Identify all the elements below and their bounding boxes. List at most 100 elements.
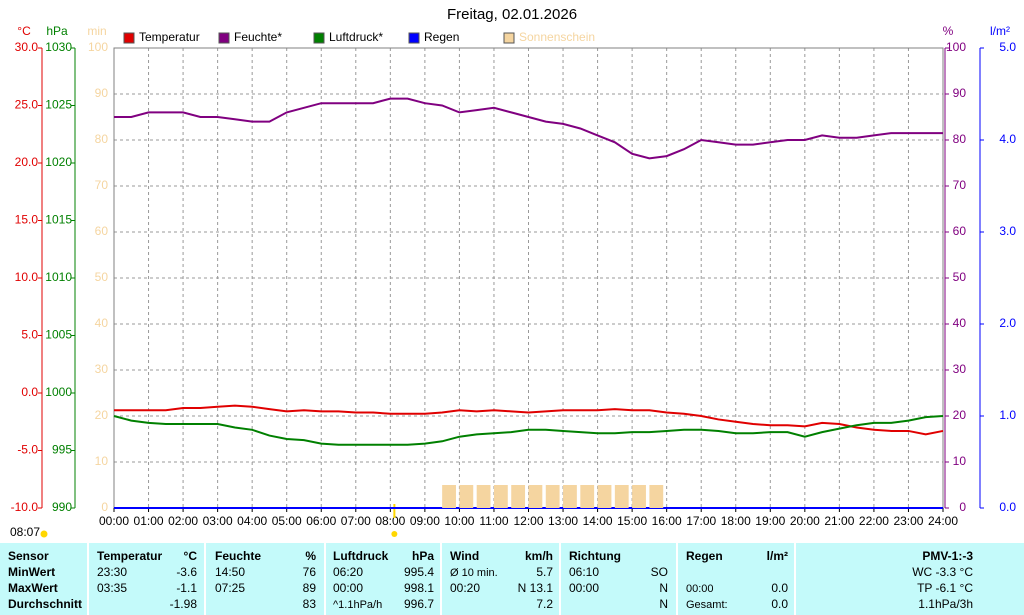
y-tick-label: 30.0 bbox=[15, 40, 39, 54]
sunshine-bar bbox=[649, 485, 664, 508]
y-tick-label: 0.0 bbox=[21, 385, 38, 399]
y-tick-label: 1025 bbox=[45, 98, 72, 112]
y-tick-label: 90 bbox=[953, 86, 967, 100]
x-tick-label: 04:00 bbox=[237, 514, 267, 528]
x-tick-label: 09:00 bbox=[410, 514, 440, 528]
table-cell: N 13.1 bbox=[518, 581, 554, 595]
table-cell: WC -3.3 °C bbox=[912, 565, 973, 579]
x-tick-label: 14:00 bbox=[583, 514, 613, 528]
sunrise-icon bbox=[40, 530, 48, 538]
y-tick-label: 25.0 bbox=[15, 98, 39, 112]
table-cell: 7.2 bbox=[536, 597, 553, 611]
x-tick-label: 21:00 bbox=[824, 514, 854, 528]
x-tick-label: 06:00 bbox=[306, 514, 336, 528]
y-tick-label: 5.0 bbox=[999, 40, 1016, 54]
y-tick-label: 50 bbox=[953, 270, 967, 284]
y-tick-label: 3.0 bbox=[999, 224, 1016, 238]
x-tick-label: 20:00 bbox=[790, 514, 820, 528]
table-header: hPa bbox=[412, 549, 434, 563]
table-header: Temperatur bbox=[97, 549, 162, 563]
x-tick-label: 15:00 bbox=[617, 514, 647, 528]
y-tick-label: 0 bbox=[959, 500, 966, 514]
x-tick-label: 02:00 bbox=[168, 514, 198, 528]
table-header: Sensor bbox=[8, 549, 49, 563]
sunshine-bar bbox=[528, 485, 543, 508]
table-cell: 00:00 bbox=[569, 581, 599, 595]
y-tick-label: 990 bbox=[52, 500, 72, 514]
y-tick-label: 70 bbox=[95, 178, 109, 192]
x-tick-label: 01:00 bbox=[134, 514, 164, 528]
series-line bbox=[113, 415, 944, 446]
y-tick-label: 90 bbox=[95, 86, 109, 100]
table-cell: 1.1hPa/3h bbox=[918, 597, 973, 611]
legend-swatch bbox=[503, 32, 515, 44]
y-tick-label: 1015 bbox=[45, 213, 72, 227]
chart-title: Freitag, 02.01.2026 bbox=[447, 6, 577, 23]
x-tick-label: 17:00 bbox=[686, 514, 716, 528]
y-tick-label: 1020 bbox=[45, 155, 72, 169]
y-tick-label: 40 bbox=[953, 316, 967, 330]
y-tick-label: 70 bbox=[953, 178, 967, 192]
y-tick-label: 100 bbox=[88, 40, 108, 54]
sunshine-bar bbox=[614, 485, 629, 508]
table-cell: 14:50 bbox=[215, 565, 245, 579]
sunshine-bar bbox=[476, 485, 491, 508]
table-separators bbox=[87, 543, 796, 615]
x-tick-label: 05:00 bbox=[272, 514, 302, 528]
table-cell: 996.7 bbox=[404, 597, 434, 611]
legend-label: Luftdruck* bbox=[329, 30, 383, 44]
x-tick-label: 18:00 bbox=[721, 514, 751, 528]
table-cell: 0.0 bbox=[771, 597, 788, 611]
legend-label: Feuchte* bbox=[234, 30, 282, 44]
y-tick-label: 60 bbox=[953, 224, 967, 238]
table-cell: 83 bbox=[303, 597, 317, 611]
x-tick-label: 11:00 bbox=[479, 514, 508, 528]
x-tick-label: 13:00 bbox=[548, 514, 578, 528]
y-tick-label: 80 bbox=[953, 132, 967, 146]
axis-unit: % bbox=[943, 24, 954, 38]
y-tick-label: 0 bbox=[101, 500, 108, 514]
y-tick-label: 1030 bbox=[45, 40, 72, 54]
series-line bbox=[114, 97, 943, 160]
table-cell: 89 bbox=[303, 581, 317, 595]
y-tick-label: -10.0 bbox=[11, 500, 39, 514]
x-tick-label: 03:00 bbox=[203, 514, 233, 528]
table-cell: -1.98 bbox=[170, 597, 198, 611]
legend-label: Temperatur bbox=[139, 30, 200, 44]
table-cell: 00:00 bbox=[333, 581, 363, 595]
table-cell: 76 bbox=[303, 565, 317, 579]
sunshine-bar bbox=[442, 485, 456, 508]
table-cell: 995.4 bbox=[404, 565, 434, 579]
table-cell: 03:35 bbox=[97, 581, 127, 595]
series-line bbox=[114, 404, 944, 436]
table-cell: -3.6 bbox=[176, 565, 197, 579]
sunrise-marker-dot bbox=[391, 531, 398, 537]
axis-unit: l/m² bbox=[990, 24, 1010, 38]
table-cell: Ø 10 min. bbox=[450, 567, 498, 579]
y-tick-label: 20 bbox=[953, 408, 967, 422]
y-tick-label: 1010 bbox=[45, 270, 72, 284]
y-tick-label: 50 bbox=[95, 270, 109, 284]
table-cell: TP -6.1 °C bbox=[917, 581, 973, 595]
y-tick-label: 30 bbox=[95, 362, 109, 376]
table-header: °C bbox=[184, 549, 198, 563]
y-tick-label: 40 bbox=[95, 316, 109, 330]
table-background bbox=[0, 543, 1024, 615]
table-cell: 06:20 bbox=[333, 565, 363, 579]
row-label: MaxWert bbox=[8, 581, 58, 595]
y-tick-label: 1.0 bbox=[999, 408, 1016, 422]
y-tick-label: 10.0 bbox=[15, 270, 39, 284]
row-label: MinWert bbox=[8, 565, 55, 579]
table-header: Feuchte bbox=[215, 549, 261, 563]
y-tick-label: 1005 bbox=[45, 328, 72, 342]
y-tick-label: 10 bbox=[953, 454, 967, 468]
sunrise-time: 08:07 bbox=[10, 525, 40, 539]
legend-label: Sonnenschein bbox=[519, 30, 595, 44]
y-tick-label: -5.0 bbox=[17, 443, 38, 457]
table-cell: 06:10 bbox=[569, 565, 599, 579]
x-tick-label: 19:00 bbox=[755, 514, 785, 528]
table-cell: Gesamt: bbox=[686, 599, 728, 611]
y-tick-label: 80 bbox=[95, 132, 109, 146]
sunshine-bar bbox=[632, 485, 646, 508]
table-cell: N bbox=[659, 581, 668, 595]
